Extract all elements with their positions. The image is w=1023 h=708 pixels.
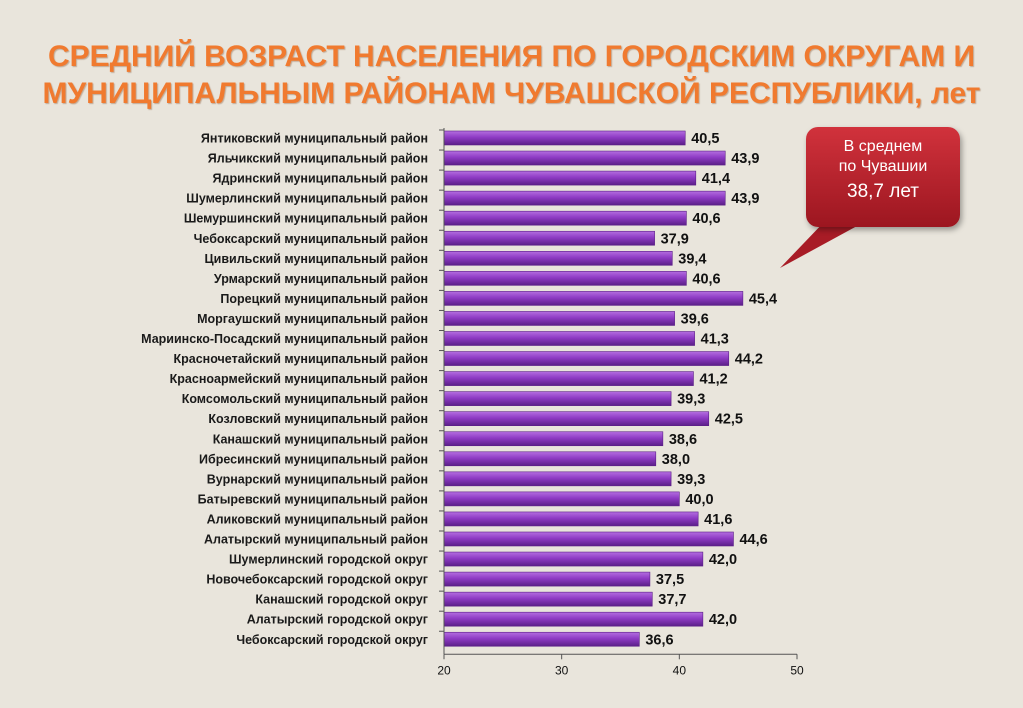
callout-line-2: по Чувашии — [838, 158, 928, 175]
value-label: 40,0 — [685, 492, 713, 508]
bar — [443, 391, 672, 406]
value-label: 40,5 — [691, 131, 719, 147]
value-label: 39,3 — [677, 472, 705, 488]
value-label: 39,4 — [678, 251, 706, 267]
bar — [443, 251, 673, 266]
value-label: 41,6 — [704, 512, 732, 528]
value-label: 38,6 — [669, 432, 697, 448]
category-label: Ядринский муниципальный район — [213, 172, 428, 186]
value-label: 41,4 — [702, 171, 730, 187]
value-label: 37,7 — [658, 592, 686, 608]
x-tick-label: 30 — [555, 663, 569, 677]
x-tick-label: 20 — [437, 663, 451, 677]
value-labels: 40,543,941,443,940,637,939,440,645,439,6… — [645, 131, 777, 648]
category-labels: Янтиковский муниципальный район Яльчикски… — [141, 132, 428, 647]
x-tick-label: 40 — [673, 663, 687, 677]
bar — [443, 411, 710, 427]
value-label: 45,4 — [749, 291, 777, 307]
value-label: 44,2 — [735, 352, 763, 368]
value-label: 40,6 — [692, 271, 720, 287]
category-label: Мариинско-Посадский муниципальный район — [141, 332, 428, 346]
category-label: Шемуршинский муниципальный район — [184, 212, 428, 226]
bar — [443, 150, 726, 166]
category-label: Алатырский муниципальный район — [204, 533, 428, 547]
category-label: Козловский муниципальный район — [208, 412, 428, 426]
value-label: 39,6 — [681, 311, 709, 327]
bar — [443, 431, 664, 447]
value-label: 43,9 — [731, 151, 759, 167]
bar — [443, 351, 730, 366]
bar — [443, 611, 704, 627]
bar — [443, 631, 640, 647]
category-label: Канашский городской округ — [255, 593, 428, 607]
category-label: Моргаушский муниципальный район — [197, 312, 428, 326]
category-label: Красночетайский муниципальный район — [174, 352, 429, 366]
bar — [443, 531, 734, 547]
bar — [443, 371, 694, 386]
bar — [443, 291, 744, 306]
value-label: 37,9 — [661, 231, 689, 247]
bar — [443, 230, 655, 246]
bar — [443, 170, 697, 186]
bar — [443, 571, 651, 587]
category-label: Канашский муниципальный район — [213, 432, 428, 446]
value-label: 42,0 — [709, 552, 737, 568]
bar — [443, 210, 687, 226]
bar — [443, 511, 699, 527]
category-label: Вурнарский муниципальный район — [207, 472, 428, 486]
category-label: Яльчикский муниципальный район — [208, 152, 428, 166]
value-label: 43,9 — [731, 191, 759, 207]
category-label: Красноармейский муниципальный район — [170, 372, 428, 386]
value-label: 41,2 — [699, 372, 727, 388]
chart-title: СРЕДНИЙ ВОЗРАСТ НАСЕЛЕНИЯ ПО ГОРОДСКИМ О… — [0, 38, 1023, 112]
bar — [443, 130, 686, 146]
callout-pointer-shape — [780, 220, 868, 268]
category-label: Шумерлинский муниципальный район — [186, 192, 428, 206]
bar — [443, 271, 687, 286]
callout-line-1: В среднем — [843, 138, 923, 155]
bar — [443, 190, 726, 206]
chart-title-line-1: СРЕДНИЙ ВОЗРАСТ НАСЕЛЕНИЯ ПО ГОРОДСКИМ О… — [47, 40, 976, 73]
bar — [443, 491, 680, 507]
value-label: 36,6 — [645, 632, 673, 648]
value-label: 41,3 — [701, 332, 729, 348]
value-label: 39,3 — [677, 392, 705, 408]
bar — [443, 451, 657, 467]
value-label: 40,6 — [692, 211, 720, 227]
category-label: Чебоксарский городской округ — [236, 633, 428, 647]
category-label: Комсомольский муниципальный район — [182, 392, 428, 406]
bar — [443, 471, 672, 487]
category-label: Урмарский муниципальный район — [214, 272, 428, 286]
category-label: Цивильский муниципальный район — [205, 252, 428, 266]
value-label: 44,6 — [739, 532, 767, 548]
callout-average-value: 38,7 лет — [847, 181, 919, 202]
category-label: Порецкий муниципальный район — [220, 292, 428, 306]
category-label: Чебоксарский муниципальный район — [194, 232, 428, 246]
average-callout: В среднем по Чувашии 38,7 лет — [806, 127, 960, 227]
value-label: 38,0 — [662, 452, 690, 468]
bar — [443, 591, 653, 607]
category-label: Ибресинский муниципальный район — [199, 452, 428, 466]
category-label: Янтиковский муниципальный район — [201, 132, 428, 146]
value-label: 37,5 — [656, 572, 684, 588]
value-label: 42,0 — [709, 612, 737, 628]
bar — [443, 551, 704, 567]
x-tick-label: 50 — [790, 663, 804, 677]
value-label: 42,5 — [715, 412, 743, 428]
category-label: Аликовский муниципальный район — [207, 512, 428, 526]
bar-group — [443, 130, 744, 647]
category-label: Алатырский городской округ — [247, 613, 428, 627]
bar — [443, 331, 695, 346]
category-label: Новочебоксарский городской округ — [206, 573, 428, 587]
category-label: Батыревский муниципальный район — [198, 492, 428, 506]
bar — [443, 311, 675, 326]
x-axis: 20 30 40 50 — [437, 128, 804, 677]
category-label: Шумерлинский городской округ — [229, 553, 428, 567]
chart-title-line-2: МУНИЦИПАЛЬНЫМ РАЙОНАМ ЧУВАШСКОЙ РЕСПУБЛИ… — [42, 77, 981, 110]
